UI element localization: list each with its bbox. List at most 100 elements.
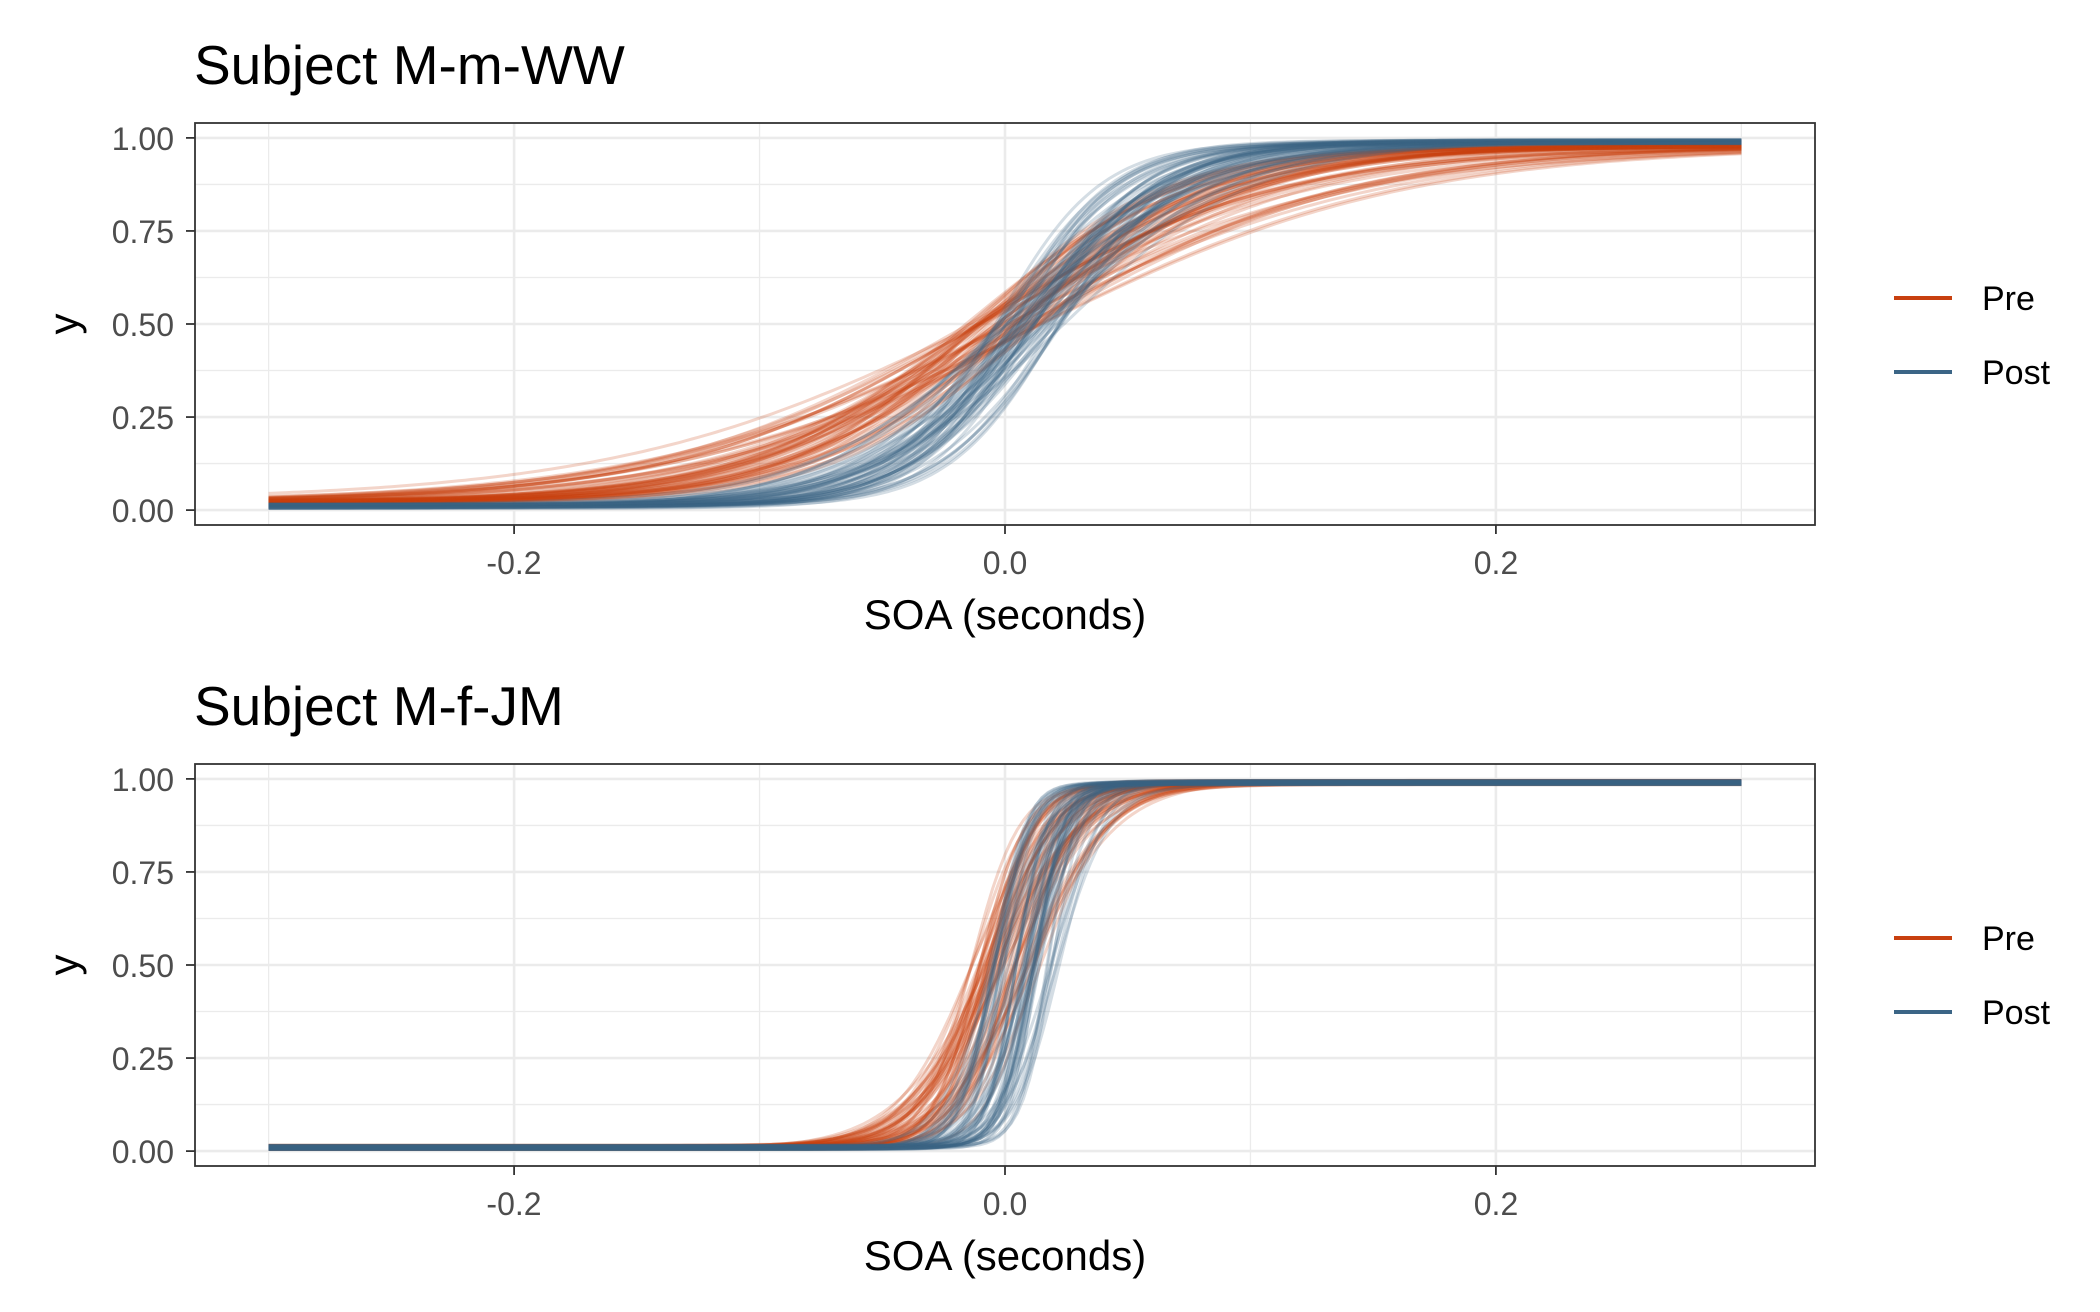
curve-line <box>268 138 1742 508</box>
curve-line <box>268 779 1742 1150</box>
curve-line <box>268 780 1742 1151</box>
curve-line <box>268 145 1742 503</box>
curve-line <box>268 139 1742 507</box>
curve-line <box>268 782 1742 1149</box>
curve-line <box>268 782 1742 1148</box>
curve-line <box>268 142 1742 504</box>
curve-line <box>268 780 1742 1150</box>
curve-line <box>268 148 1742 503</box>
panel-1-title: Subject M-m-WW <box>194 34 625 96</box>
curve-line <box>268 780 1742 1150</box>
curve-line <box>268 780 1742 1148</box>
panel-2-x-tick-label: 0.2 <box>1474 1186 1518 1222</box>
curve-line <box>268 139 1742 509</box>
curve-line <box>268 139 1742 506</box>
curve-line <box>268 782 1742 1151</box>
curve-line <box>268 144 1742 503</box>
curve-line <box>268 141 1742 509</box>
curve-line <box>268 139 1742 509</box>
curve-line <box>268 779 1742 1150</box>
curve-line <box>268 781 1742 1149</box>
curve-line <box>268 139 1742 506</box>
curve-line <box>268 780 1742 1151</box>
curve-line <box>268 782 1742 1148</box>
curve-line <box>268 142 1742 508</box>
curve-line <box>268 779 1742 1150</box>
panel-2-y-tick-label: 0.75 <box>112 855 174 891</box>
panel-1-legend-label-post: Post <box>1982 354 2051 392</box>
curve-line <box>268 140 1742 508</box>
curve-line <box>268 148 1742 499</box>
curve-line <box>268 779 1742 1148</box>
curve-line <box>268 140 1742 509</box>
panel-2-legend: Pre Post <box>1894 920 2051 1032</box>
curve-line <box>268 141 1742 507</box>
curve-line <box>268 146 1742 506</box>
curve-line <box>268 780 1742 1151</box>
curve-line <box>268 779 1742 1150</box>
curve-line <box>268 142 1742 505</box>
curve-line <box>268 140 1742 510</box>
curve-line <box>268 140 1742 506</box>
panel-2-legend-label-post: Post <box>1982 994 2051 1032</box>
curve-line <box>268 782 1742 1151</box>
curve-line <box>268 140 1742 507</box>
curve-line <box>268 143 1742 503</box>
curve-line <box>268 781 1742 1151</box>
curve-line <box>268 781 1742 1151</box>
series-pre <box>268 142 1742 506</box>
curve-line <box>268 141 1742 508</box>
curve-line <box>268 782 1742 1151</box>
curve-line <box>268 780 1742 1147</box>
panel-2-y-tick-label: 1.00 <box>112 762 174 798</box>
curve-line <box>268 780 1742 1151</box>
curve-line <box>268 144 1742 504</box>
panel-1-y-tick-label: 0.75 <box>112 214 174 250</box>
curve-line <box>268 780 1742 1151</box>
curve-line <box>268 142 1742 506</box>
curve-line <box>268 782 1742 1150</box>
curve-line <box>268 140 1742 509</box>
curve-line <box>268 780 1742 1151</box>
curve-line <box>268 782 1742 1149</box>
curve-line <box>268 782 1742 1149</box>
curve-line <box>268 144 1742 506</box>
curve-line <box>268 781 1742 1151</box>
curve-line <box>268 147 1742 503</box>
curve-line <box>268 142 1742 505</box>
curve-line <box>268 780 1742 1151</box>
curve-line <box>268 142 1742 504</box>
curve-line <box>268 780 1742 1150</box>
curve-line <box>268 780 1742 1149</box>
curve-line <box>268 138 1742 506</box>
curve-line <box>268 145 1742 502</box>
panel-2-y-axis-title: y <box>40 955 87 976</box>
curve-line <box>268 143 1742 506</box>
panel-2-grid <box>195 764 1815 1166</box>
curve-line <box>268 781 1742 1149</box>
curve-line <box>268 140 1742 508</box>
curve-line <box>268 140 1742 508</box>
curve-line <box>268 140 1742 508</box>
curve-line <box>268 141 1742 506</box>
curve-line <box>268 781 1742 1149</box>
panel-1-axis-ticks <box>186 136 1497 534</box>
curve-line <box>268 141 1742 510</box>
curve-line <box>268 782 1742 1151</box>
series-post <box>268 779 1742 1151</box>
panel-1-legend: Pre Post <box>1894 280 2051 392</box>
curve-line <box>268 783 1742 1150</box>
curve-line <box>268 139 1742 507</box>
curve-line <box>268 779 1742 1151</box>
curve-line <box>268 780 1742 1148</box>
curve-line <box>268 780 1742 1149</box>
curve-line <box>268 147 1742 502</box>
curve-line <box>268 138 1742 508</box>
curve-line <box>268 143 1742 504</box>
curve-line <box>268 779 1742 1151</box>
curve-line <box>268 783 1742 1149</box>
curve-line <box>268 782 1742 1147</box>
curve-line <box>268 147 1742 501</box>
curve-line <box>268 139 1742 508</box>
series-pre <box>268 778 1742 1151</box>
